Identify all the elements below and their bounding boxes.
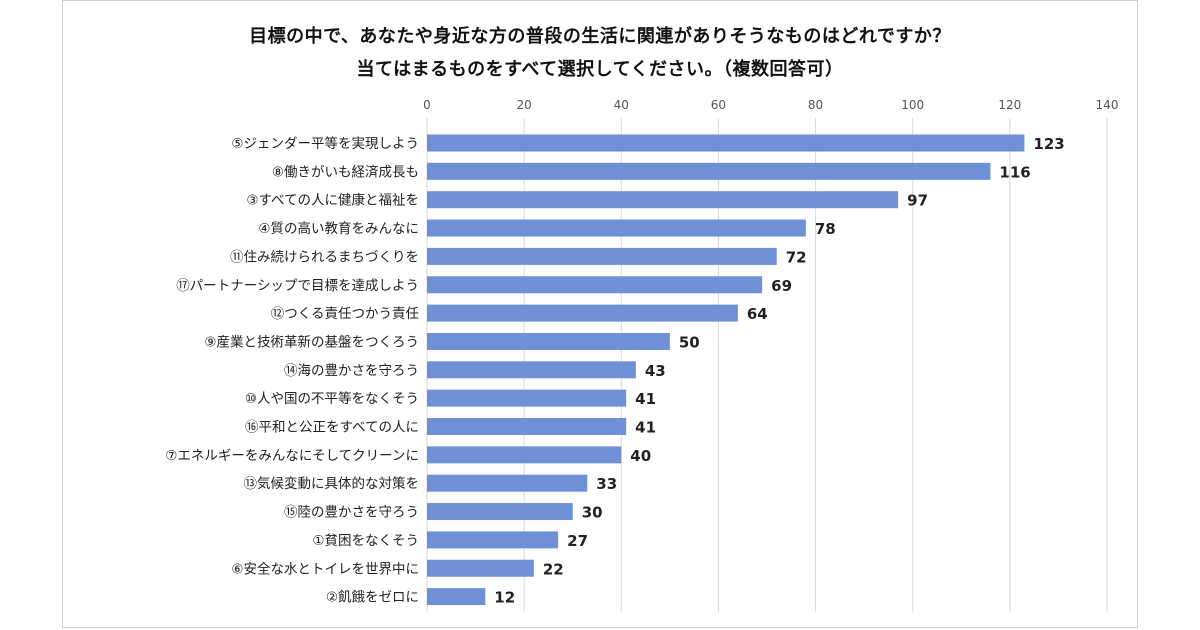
x-tick-label: 60 [711,98,726,112]
category-label: ⑭海の豊かさを守ろう [284,363,419,379]
bar [427,134,1025,152]
x-tick-label: 80 [808,98,823,112]
bar [427,418,627,435]
category-label: ⑯平和と公正をすべての人に [245,420,419,436]
category-label: ①貧困をなくそう [312,533,419,549]
data-label: 22 [543,560,564,578]
bar [427,588,486,606]
data-label: 12 [494,589,515,607]
data-label: 30 [582,504,603,522]
data-label: 50 [679,333,700,351]
data-label: 33 [596,475,617,493]
bar [427,503,573,521]
category-label: ⑮陸の豊かさを守ろう [284,505,419,521]
bar [427,304,738,322]
category-label: ⑦エネルギーをみんなにそしてクリーンに [165,448,419,464]
category-labels: ⑤ジェンダー平等を実現しよう ⑧働きがいも経済成長も ③すべての人に健康と福祉を ④質… [165,135,419,606]
category-label: ⑧働きがいも経済成長も [272,164,419,180]
data-label: 69 [771,277,792,295]
data-label: 123 [1033,135,1064,153]
x-tick-label: 20 [517,98,532,112]
data-label: 64 [747,305,768,323]
bars [427,134,1025,606]
chart-subtitle: 当てはまるものをすべて選択してください。（複数回答可） [356,59,844,80]
data-label: 78 [815,220,836,238]
bar [427,389,627,407]
category-label: ⑪住み続けられるまちづくりを [230,249,419,265]
x-tick-label: 120 [998,98,1021,112]
x-tick-label: 100 [901,98,924,112]
category-label: ⑤ジェンダー平等を実現しよう [231,135,419,152]
data-label: 27 [567,532,588,550]
category-label: ⑫つくる責任つかう責任 [271,306,419,322]
bar [427,247,777,265]
bar [427,559,534,577]
bar [427,474,588,492]
data-label: 43 [645,362,666,380]
data-label: 116 [999,163,1030,181]
bar [427,276,763,294]
bar [427,531,559,549]
data-label: 41 [635,419,656,437]
bar [427,162,991,180]
data-label: 97 [907,192,928,210]
category-label: ③すべての人に健康と福祉を [246,192,419,209]
category-label: ⑥安全な水とトイレを世界中に [231,560,419,577]
bar [427,219,806,237]
data-label: 72 [786,248,807,266]
x-axis-ticks: 0 20 40 60 80 100 120 140 [423,98,1118,112]
category-label: ②飢餓をゼロに [326,590,419,606]
bar [427,361,636,379]
category-label: ⑰パートナーシップで目標を達成しよう [176,278,419,294]
chart-title: 目標の中で、あなたや身近な方の普段の生活に関連がありそうなものはどれですか？ [249,26,951,47]
x-tick-label: 140 [1096,98,1119,112]
data-label: 40 [630,447,651,465]
data-label: 41 [635,390,656,408]
bar [427,191,899,209]
category-label: ④質の高い教育をみんなに [258,220,419,237]
category-label: ⑬気候変動に具体的な対策を [244,475,420,492]
x-tick-label: 40 [614,98,629,112]
category-label: ⑩人や国の不平等をなくそう [245,390,419,407]
x-tick-label: 0 [423,98,431,112]
bar [427,446,622,464]
bar [427,332,670,350]
category-label: ⑨産業と技術革新の基盤をつくろう [204,333,419,350]
